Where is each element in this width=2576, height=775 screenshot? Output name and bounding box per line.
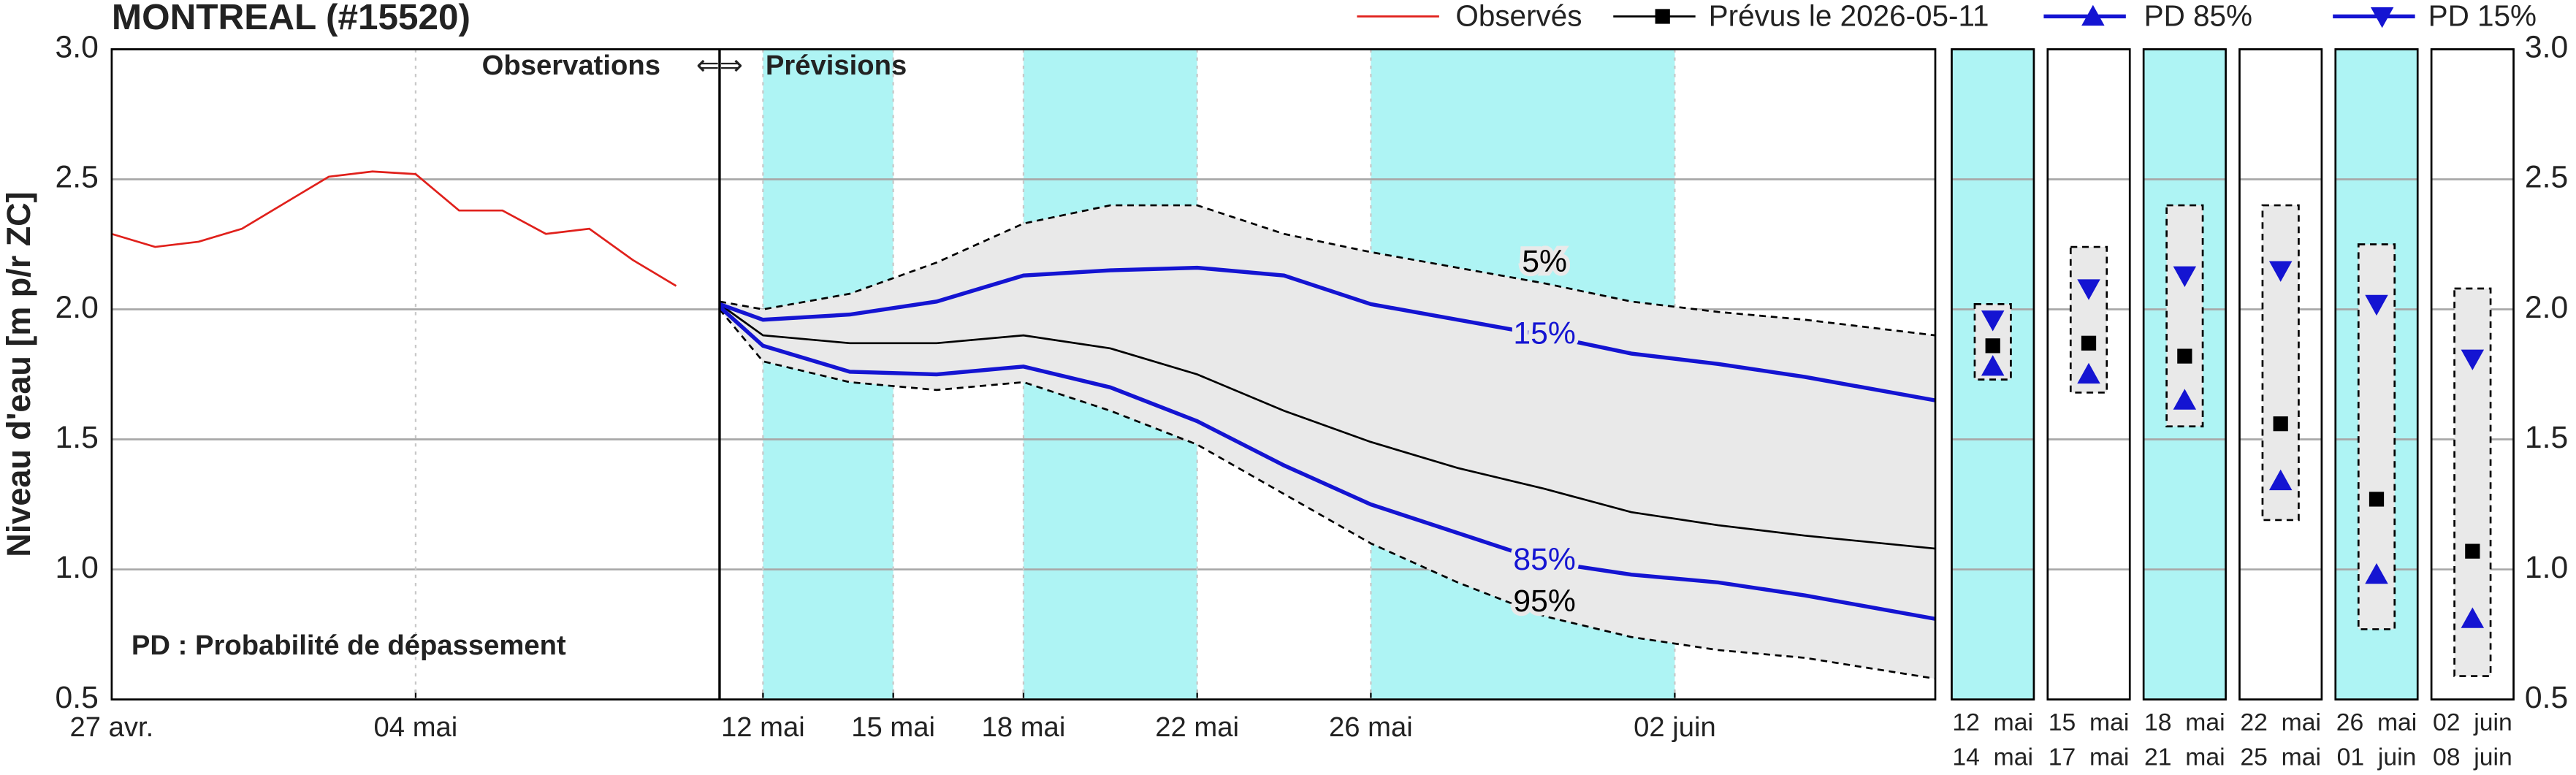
line-label: 15%	[1513, 316, 1576, 351]
panel-frame	[2430, 48, 2515, 700]
uncertainty-band	[719, 205, 1935, 679]
panel-label: 14 mai	[1952, 743, 2033, 771]
y2-tick-label: 3.0	[2525, 30, 2568, 65]
panel-frame	[2046, 48, 2131, 700]
pd15-marker	[2365, 294, 2388, 316]
panel-label: 26 mai	[2336, 709, 2417, 736]
panel-label: 02 juin	[2433, 709, 2512, 736]
legend-label: PD 85%	[2144, 0, 2252, 32]
pd15-marker	[1981, 310, 2005, 332]
annotation: ⇐⇒	[696, 50, 743, 81]
y-tick-label: 1.5	[56, 420, 99, 455]
x-tick-label: 22 mai	[1155, 711, 1239, 743]
x-tick-label: 26 mai	[1329, 711, 1413, 743]
y-tick-label: 2.0	[56, 290, 99, 325]
pd85-marker	[2461, 607, 2485, 628]
panel-label: 18 mai	[2144, 709, 2225, 736]
y2-tick-label: 1.5	[2525, 420, 2568, 455]
pd15-marker	[2077, 279, 2100, 300]
pd15-marker	[2461, 349, 2485, 370]
panel-frame	[2334, 48, 2419, 700]
panel-frame	[2142, 48, 2227, 700]
panel-frame	[2238, 48, 2323, 700]
y2-tick-label: 2.5	[2525, 160, 2568, 195]
line-label: 5%	[1522, 244, 1567, 279]
panel-label: 22 mai	[2240, 709, 2321, 736]
pd15-marker	[2173, 266, 2197, 287]
y2-tick-label: 0.5	[2525, 680, 2568, 715]
panel-label: 12 mai	[1952, 709, 2033, 736]
legend-label: Observés	[1455, 0, 1582, 32]
annotation: Prévisions	[766, 50, 907, 81]
panel-label: 25 mai	[2240, 743, 2321, 771]
median-marker	[2369, 492, 2385, 507]
pd85-marker	[2077, 362, 2100, 384]
pd15-marker	[2268, 261, 2293, 282]
median-marker	[1985, 338, 2000, 354]
median-marker	[2177, 348, 2192, 364]
panel-label: 01 juin	[2337, 743, 2417, 771]
y-tick-label: 2.5	[56, 160, 99, 195]
legend-marker	[1655, 9, 1670, 24]
line-label: 95%	[1513, 584, 1576, 619]
series-line	[719, 265, 1936, 402]
x-tick-label: 12 mai	[721, 711, 805, 743]
y-tick-label: 0.5	[56, 680, 99, 715]
y2-tick-label: 1.0	[2525, 550, 2568, 585]
series-line	[111, 170, 677, 287]
y-tick-label: 1.0	[56, 550, 99, 585]
panel-label: 21 mai	[2144, 743, 2225, 771]
line-label: 85%	[1513, 542, 1576, 577]
pd85-marker	[1981, 355, 2005, 376]
x-tick-label: 18 mai	[982, 711, 1066, 743]
legend-label: PD 15%	[2428, 0, 2537, 32]
series-line	[719, 303, 1936, 550]
footnote: PD : Probabilité de dépassement	[132, 630, 566, 661]
median-marker	[2273, 416, 2288, 432]
x-tick-label: 15 mai	[851, 711, 935, 743]
pd85-marker	[2365, 562, 2388, 584]
band-edge	[719, 204, 1936, 337]
x-tick-label: 27 avr.	[70, 711, 154, 743]
chart-title: MONTREAL (#15520)	[112, 0, 470, 37]
panel-label: 08 juin	[2433, 743, 2512, 771]
pd85-marker	[2268, 469, 2293, 491]
x-tick-label: 02 juin	[1634, 711, 1716, 743]
median-marker	[2465, 543, 2480, 559]
pd85-marker	[2173, 389, 2197, 410]
series-line	[718, 305, 1936, 621]
y-axis-label: Niveau d'eau [m p/r ZC]	[0, 191, 37, 557]
legend-marker	[2081, 4, 2105, 26]
panel-label: 17 mai	[2049, 743, 2130, 771]
plot-frame	[110, 48, 1937, 700]
median-marker	[2081, 335, 2097, 351]
x-tick-label: 04 mai	[374, 711, 458, 743]
annotation: Observations	[482, 50, 660, 81]
band-edge	[718, 308, 1936, 680]
panel-frame	[1951, 48, 2035, 700]
legend-label: Prévus le 2026-05-11	[1709, 0, 1989, 32]
y-tick-label: 3.0	[56, 30, 99, 65]
panel-label: 15 mai	[2049, 709, 2130, 736]
y2-tick-label: 2.0	[2525, 290, 2568, 325]
range-box	[2261, 204, 2300, 522]
legend-marker	[2370, 7, 2394, 28]
